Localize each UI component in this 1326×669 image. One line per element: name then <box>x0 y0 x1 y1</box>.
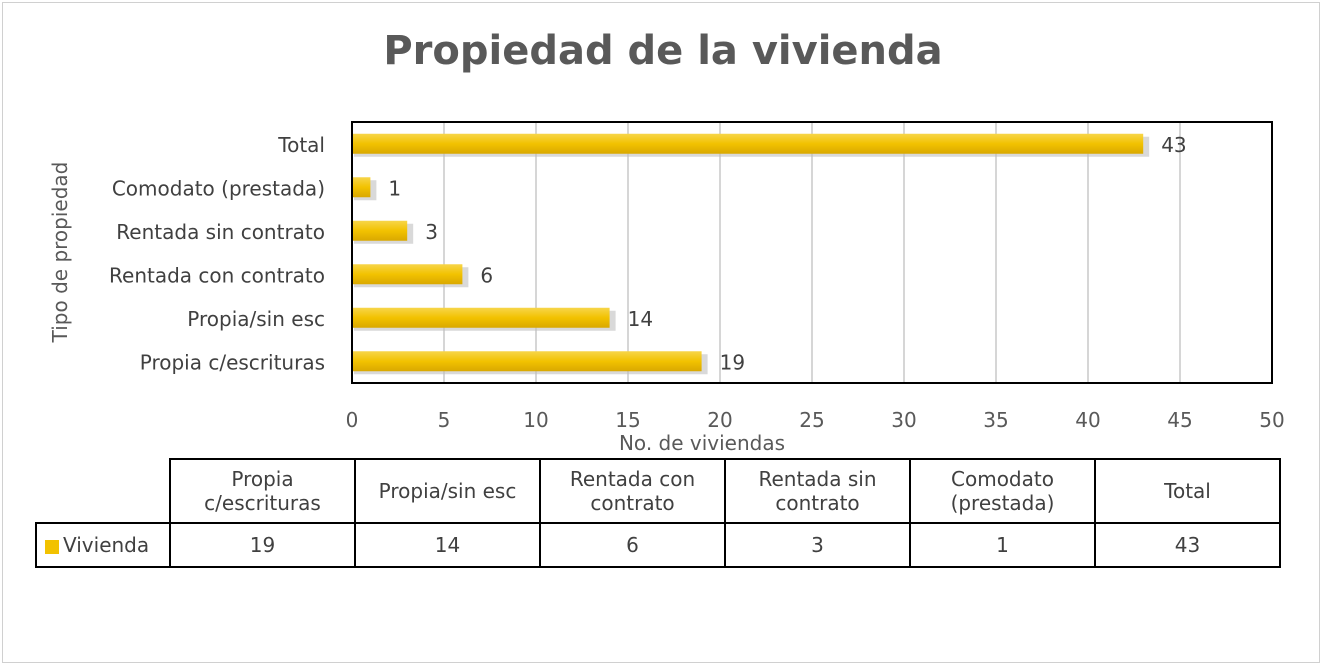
x-tick-label: 20 <box>707 408 732 432</box>
category-label: Propia c/escrituras <box>140 350 325 374</box>
data-table-value-row: Vivienda 19 14 6 3 1 43 <box>35 522 1281 568</box>
x-tick-label: 45 <box>1167 408 1192 432</box>
data-table-header: Propia/sin esc <box>354 458 541 524</box>
data-table-header: Rentada sin contrato <box>724 458 911 524</box>
data-label: 1 <box>388 176 401 200</box>
bars: 19 14 6 31 43 <box>353 133 1187 375</box>
category-label: Rentada sin contrato <box>116 220 325 244</box>
data-table: Propia c/escrituras Propia/sin esc Renta… <box>35 458 1281 568</box>
data-label: 43 <box>1161 133 1186 157</box>
data-table-value: 19 <box>169 522 356 568</box>
category-labels: Propia c/escrituras Propia/sin esc Rentada… <box>109 133 325 375</box>
x-tick-label: 40 <box>1075 408 1100 432</box>
chart-title: Propiedad de la vivienda <box>383 28 943 74</box>
x-tick-label: 25 <box>799 408 824 432</box>
category-label: Comodato (prestada) <box>112 176 325 200</box>
x-tick-label: 0 <box>346 408 359 432</box>
category-label: Rentada con contrato <box>109 263 325 287</box>
x-tick-label: 10 <box>523 408 548 432</box>
x-tick-label: 5 <box>438 408 451 432</box>
data-table-corner <box>36 459 171 524</box>
data-table-value: 6 <box>539 522 726 568</box>
data-table-value: 1 <box>909 522 1096 568</box>
data-table-value: 14 <box>354 522 541 568</box>
x-tick-label: 50 <box>1259 408 1284 432</box>
legend-label: Vivienda <box>63 533 150 557</box>
data-table-header: Propia c/escrituras <box>169 458 356 524</box>
category-label: Propia/sin esc <box>187 307 325 331</box>
bar <box>353 177 371 198</box>
data-table-header: Total <box>1094 458 1281 524</box>
data-table-value: 3 <box>724 522 911 568</box>
data-table-header-row: Propia c/escrituras Propia/sin esc Renta… <box>36 458 1281 524</box>
bar <box>353 351 702 372</box>
data-label: 19 <box>720 350 745 374</box>
x-tick-label: 35 <box>983 408 1008 432</box>
data-label: 3 <box>425 220 438 244</box>
bar <box>353 220 408 241</box>
bar <box>353 307 610 328</box>
x-tick-label: 30 <box>891 408 916 432</box>
data-table-header: Comodato (prestada) <box>909 458 1096 524</box>
bar <box>353 133 1144 154</box>
data-table-header: Rentada con contrato <box>539 458 726 524</box>
category-label: Total <box>277 133 325 157</box>
legend-key <box>45 539 59 554</box>
legend-entry: Vivienda <box>35 522 171 568</box>
data-label: 14 <box>628 307 653 331</box>
x-tick-label: 15 <box>615 408 640 432</box>
y-axis-label: Tipo de propiedad <box>48 162 72 344</box>
plot-area <box>351 121 1273 384</box>
data-label: 6 <box>480 263 493 287</box>
data-table-value: 43 <box>1094 522 1281 568</box>
bar <box>353 264 463 285</box>
x-axis-label: No. de viviendas <box>619 431 785 455</box>
grid-lines <box>351 122 1273 383</box>
x-tick-labels: 0 5 10 15 20 25 30 35 40 45 50 <box>346 408 1285 432</box>
